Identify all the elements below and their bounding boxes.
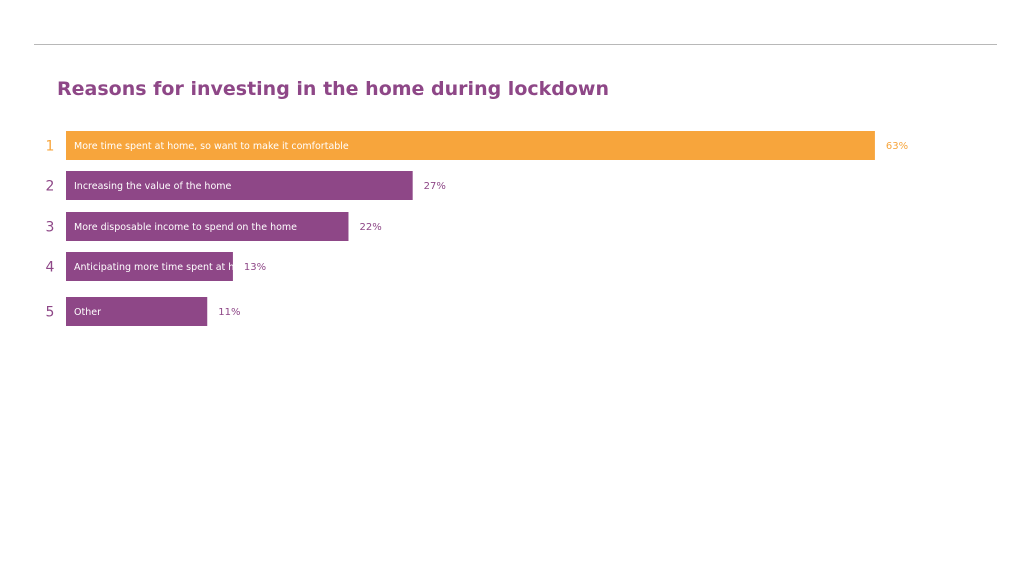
value-label: 11% xyxy=(218,307,240,318)
rank-label: 3 xyxy=(46,220,55,236)
bar xyxy=(66,212,349,241)
rank-label: 5 xyxy=(46,305,55,321)
bar-row-4: 4 Anticipating more time spent at home, d… xyxy=(46,252,460,281)
value-label: 27% xyxy=(424,181,446,192)
bar-row-1: 1 More time spent at home, so want to mak… xyxy=(46,131,908,160)
category-label: Anticipating more time spent at home, du… xyxy=(74,262,460,273)
rank-label: 2 xyxy=(46,179,55,195)
value-label: 22% xyxy=(359,222,381,233)
bar xyxy=(66,252,233,281)
bar-row-3: 3 More disposable income to spend on the … xyxy=(46,212,382,241)
value-label: 63% xyxy=(886,141,908,152)
bar-row-2: 2 Increasing the value of the home 27% xyxy=(46,171,446,200)
top-divider-line xyxy=(34,44,997,45)
rank-label: 1 xyxy=(46,139,55,155)
bar xyxy=(66,171,413,200)
rank-label: 4 xyxy=(46,260,55,276)
category-label: More disposable income to spend on the h… xyxy=(74,222,297,233)
bar-row-5: 5 Other 11% xyxy=(46,297,240,326)
value-label: 13% xyxy=(244,262,266,273)
category-label: Increasing the value of the home xyxy=(74,181,232,192)
chart-title: Reasons for investing in the home during… xyxy=(57,78,610,100)
category-label: Other xyxy=(74,307,101,318)
category-label: More time spent at home, so want to make… xyxy=(74,141,349,152)
bar xyxy=(66,297,208,326)
bar xyxy=(66,131,875,160)
